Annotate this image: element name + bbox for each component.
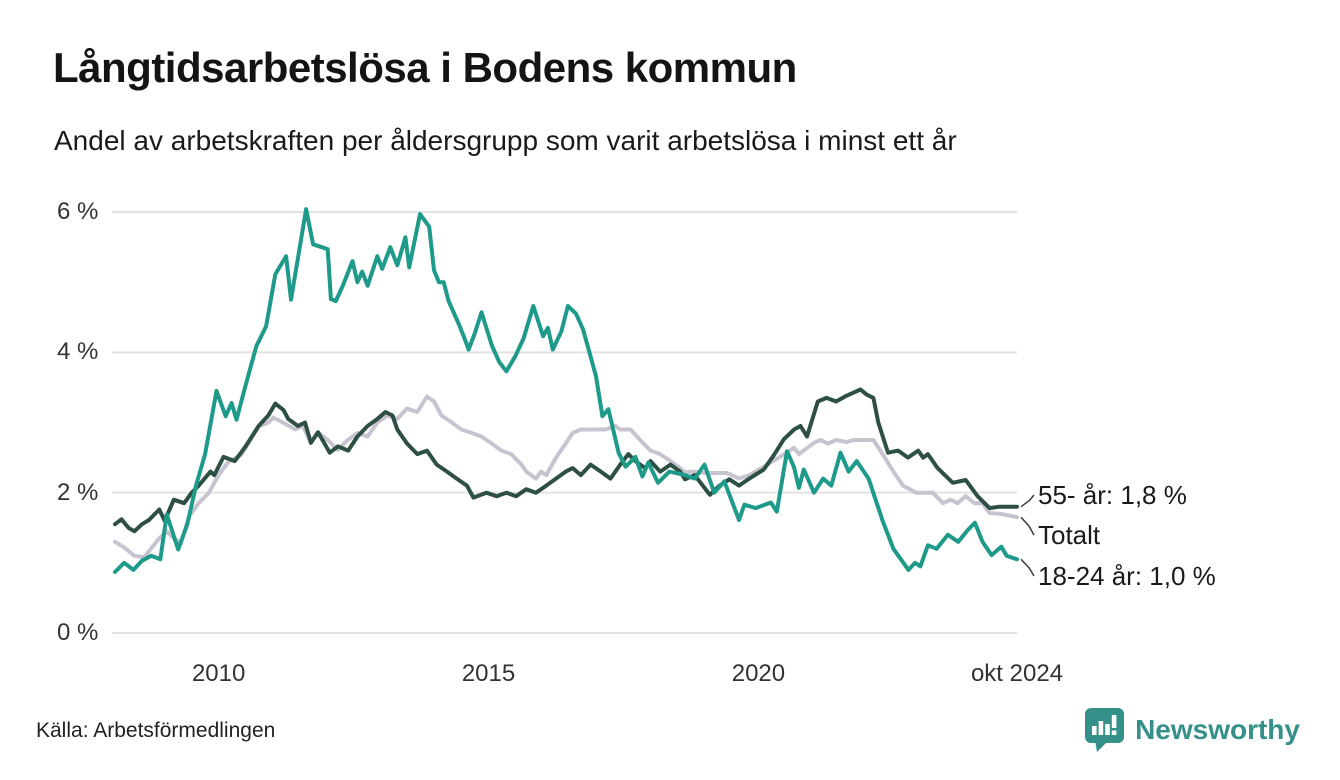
page-title: Långtidsarbetslösa i Bodens kommun (53, 44, 797, 91)
newsworthy-logo-icon (1085, 708, 1125, 752)
source-note: Källa: Arbetsförmedlingen (36, 719, 276, 742)
label-connector (1020, 558, 1035, 577)
line-series-Totalt (113, 394, 1019, 560)
y-tick-label: 0 % (57, 619, 99, 646)
series-label-55-plus: 55- år: 1,8 % (1038, 480, 1187, 510)
y-tick-label: 6 % (57, 198, 99, 225)
line-series-55-år (113, 387, 1019, 534)
x-tick-label: 2010 (191, 660, 246, 687)
label-connector (1020, 516, 1035, 536)
y-tick-label: 4 % (57, 338, 99, 366)
y-tick-label: 2 % (57, 478, 99, 506)
x-tick-label: 2015 (461, 660, 516, 687)
series-label-18-24: 18-24 år: 1,0 % (1038, 561, 1216, 591)
newsworthy-wordmark: Newsworthy (1135, 714, 1300, 745)
page-subtitle: Andel av arbetskraften per åldersgrupp s… (54, 125, 957, 156)
x-tick-label: okt 2024 (970, 660, 1064, 687)
label-connector (1020, 494, 1035, 508)
x-tick-label: 2020 (731, 660, 786, 687)
series-label-totalt: Totalt (1038, 520, 1101, 550)
newsworthy-logo: Newsworthy (1083, 707, 1300, 753)
line-series-18-24år (113, 207, 1019, 574)
